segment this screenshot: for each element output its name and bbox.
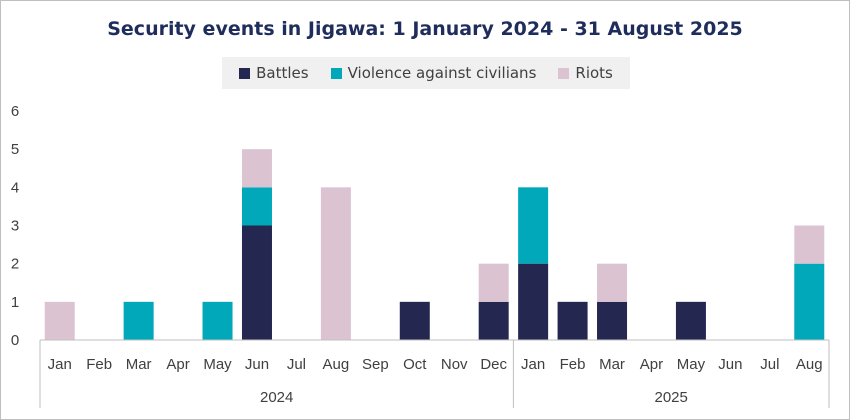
bar-violence-against-civilians bbox=[123, 301, 154, 340]
bar-riots bbox=[320, 187, 351, 340]
y-tick-label: 5 bbox=[11, 141, 19, 158]
legend-item-violence-against-civilians: Violence against civilians bbox=[330, 64, 537, 82]
x-tick-label: Feb bbox=[560, 356, 586, 373]
x-tick-label: Jan bbox=[48, 356, 72, 373]
x-tick-label: Jun bbox=[245, 356, 269, 373]
bar-riots bbox=[478, 263, 509, 302]
bar-violence-against-civilians bbox=[202, 301, 233, 340]
x-tick-label: Apr bbox=[166, 356, 189, 373]
x-tick-label: May bbox=[677, 356, 706, 373]
legend-item-riots: Riots bbox=[558, 64, 613, 82]
x-tick-label: Apr bbox=[640, 356, 663, 373]
bar-violence-against-civilians bbox=[518, 187, 549, 264]
legend-item-battles: Battles bbox=[239, 64, 309, 82]
x-tick-label: Mar bbox=[599, 356, 625, 373]
bar-battles bbox=[675, 301, 706, 340]
bar-battles bbox=[478, 301, 509, 340]
x-tick-label: Nov bbox=[441, 356, 468, 373]
chart-legend: Battles Violence against civilians Riots bbox=[222, 57, 630, 89]
bar-riots bbox=[597, 263, 628, 302]
legend-label-riots: Riots bbox=[575, 64, 613, 82]
x-tick-label: Dec bbox=[480, 356, 507, 373]
y-tick-label: 2 bbox=[11, 256, 19, 273]
bar-battles bbox=[557, 301, 588, 340]
chart-title: Security events in Jigawa: 1 January 202… bbox=[107, 18, 743, 40]
bar-riots bbox=[241, 149, 272, 188]
legend-label-violence-against-civilians: Violence against civilians bbox=[347, 64, 537, 82]
bar-riots bbox=[44, 301, 75, 340]
year-group-label: 2024 bbox=[260, 389, 293, 406]
x-tick-label: Jul bbox=[287, 356, 306, 373]
legend-swatch-riots bbox=[558, 67, 570, 79]
bar-riots bbox=[794, 225, 825, 264]
x-tick-label: Jun bbox=[718, 356, 742, 373]
bar-battles bbox=[399, 301, 430, 340]
legend-label-battles: Battles bbox=[256, 64, 309, 82]
bar-battles bbox=[597, 301, 628, 340]
x-tick-label: Sep bbox=[362, 356, 389, 373]
x-tick-label: May bbox=[203, 356, 232, 373]
y-tick-label: 3 bbox=[11, 218, 19, 235]
year-group-label: 2025 bbox=[655, 389, 688, 406]
legend-swatch-battles bbox=[239, 67, 251, 79]
x-tick-label: Jul bbox=[760, 356, 779, 373]
x-tick-label: Aug bbox=[796, 356, 823, 373]
x-tick-label: Jan bbox=[521, 356, 545, 373]
x-tick-label: Mar bbox=[126, 356, 152, 373]
x-tick-label: Oct bbox=[403, 356, 427, 373]
bar-violence-against-civilians bbox=[241, 187, 272, 226]
y-tick-label: 6 bbox=[11, 103, 19, 120]
y-tick-label: 1 bbox=[11, 294, 19, 311]
y-tick-label: 0 bbox=[11, 332, 19, 349]
bar-battles bbox=[241, 225, 272, 340]
bar-battles bbox=[518, 263, 549, 340]
x-tick-label: Feb bbox=[86, 356, 112, 373]
bar-violence-against-civilians bbox=[794, 263, 825, 340]
y-tick-label: 4 bbox=[11, 179, 19, 196]
legend-swatch-violence-against-civilians bbox=[330, 67, 342, 79]
x-tick-label: Aug bbox=[323, 356, 350, 373]
